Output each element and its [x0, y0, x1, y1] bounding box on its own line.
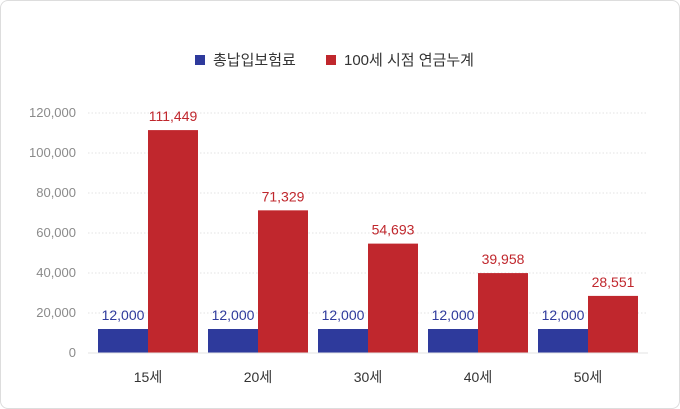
bar [148, 130, 198, 353]
y-tick-label: 80,000 [36, 185, 76, 200]
data-label: 71,329 [262, 188, 305, 204]
bar [208, 329, 258, 353]
x-tick-label: 15세 [134, 369, 162, 385]
data-label: 12,000 [102, 307, 145, 323]
bar [368, 243, 418, 353]
bar [98, 329, 148, 353]
data-label: 28,551 [592, 274, 635, 290]
data-label: 12,000 [212, 307, 255, 323]
data-label: 39,958 [482, 251, 525, 267]
data-label: 12,000 [432, 307, 475, 323]
bar [428, 329, 478, 353]
bar [318, 329, 368, 353]
legend-swatch [326, 55, 336, 65]
y-tick-label: 0 [69, 345, 76, 360]
data-label: 12,000 [542, 307, 585, 323]
legend-label: 총납입보험료 [213, 52, 296, 69]
bar [478, 273, 528, 353]
data-label: 54,693 [372, 222, 415, 238]
bar [588, 295, 638, 353]
y-tick-label: 40,000 [36, 265, 76, 280]
legend-swatch [195, 55, 205, 65]
x-tick-label: 30세 [354, 369, 382, 385]
data-label: 12,000 [322, 307, 365, 323]
legend-label: 100세 시점 연금누계 [344, 52, 474, 69]
y-tick-label: 60,000 [36, 225, 76, 240]
y-tick-label: 100,000 [29, 145, 76, 160]
x-tick-label: 20세 [244, 369, 272, 385]
bar [538, 329, 588, 353]
x-tick-label: 40세 [464, 369, 492, 385]
x-tick-label: 50세 [574, 369, 602, 385]
data-label: 111,449 [149, 108, 198, 124]
bar [258, 210, 308, 353]
y-tick-label: 120,000 [29, 105, 76, 120]
y-tick-label: 20,000 [36, 305, 76, 320]
